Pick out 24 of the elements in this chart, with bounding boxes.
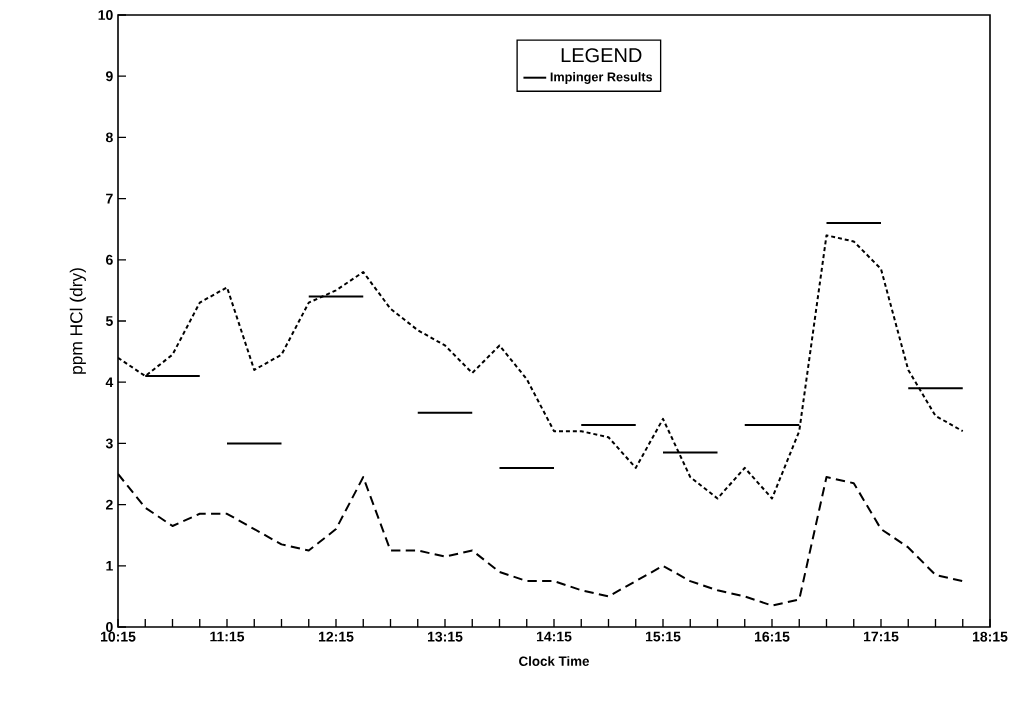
x-tick-label: 15:15 (645, 631, 681, 642)
y-axis-title: ppm HCl (dry) (69, 268, 86, 374)
x-tick-label: 14:15 (536, 631, 572, 642)
y-tick-label: 9 (105, 71, 113, 82)
y-tick-label: 10 (98, 10, 113, 20)
y-tick-label: 5 (105, 316, 113, 326)
legend-label: Impinger Results (550, 72, 653, 84)
y-tick-label: 7 (106, 193, 113, 204)
x-tick-label: 10:15 (100, 631, 136, 642)
x-tick-label: 12:15 (318, 631, 354, 642)
x-tick-label: 16:15 (754, 631, 790, 642)
y-tick-label: 2 (105, 499, 113, 510)
y-tick-label: 6 (106, 254, 113, 265)
x-axis-title: Clock Time (519, 656, 589, 666)
y-tick-label: 3 (105, 438, 113, 449)
y-tick-label: 0 (106, 622, 113, 632)
x-tick-label: 17:15 (863, 631, 899, 642)
x-tick-label: 13:15 (427, 631, 463, 642)
y-tick-label: 1 (106, 561, 113, 571)
legend-title: LEGEND (561, 48, 642, 63)
y-tick-label: 4 (105, 377, 114, 388)
x-tick-label: 18:15 (972, 631, 1008, 642)
y-tick-label: 8 (105, 132, 113, 143)
x-tick-label: 11:15 (210, 631, 245, 642)
